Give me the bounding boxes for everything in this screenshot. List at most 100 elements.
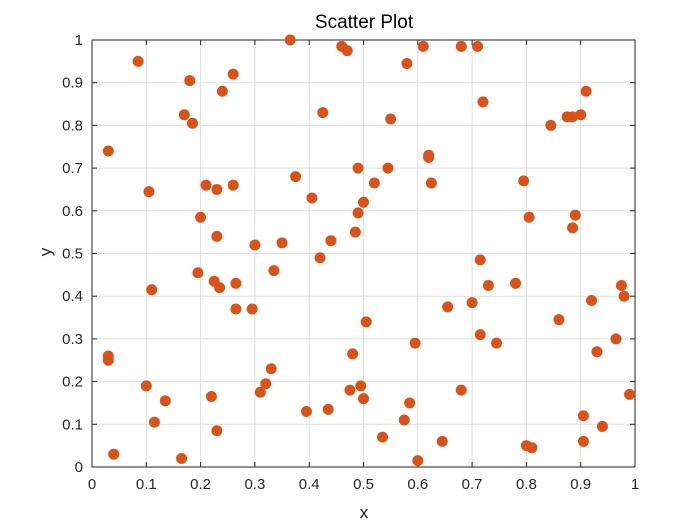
scatter-point	[618, 290, 630, 302]
scatter-point	[108, 448, 120, 460]
y-tick-label: 0.7	[62, 160, 83, 177]
y-tick-label: 0.8	[62, 117, 83, 134]
scatter-point	[377, 431, 389, 443]
y-tick-label: 0.5	[62, 246, 83, 263]
x-tick-label: 1	[631, 476, 639, 493]
scatter-point	[317, 107, 329, 119]
scatter-point	[268, 265, 280, 277]
x-tick-label: 0.8	[516, 476, 537, 493]
scatter-point	[246, 303, 258, 315]
scatter-point	[186, 117, 198, 129]
scatter-point	[523, 211, 535, 223]
scatter-point	[569, 209, 581, 221]
scatter-point	[300, 405, 312, 417]
scatter-point	[102, 145, 114, 157]
scatter-point	[349, 226, 361, 238]
scatter-point	[284, 34, 296, 46]
y-tick-label: 0.4	[62, 288, 83, 305]
scatter-point	[545, 119, 557, 131]
scatter-point	[140, 380, 152, 392]
x-tick-label: 0.5	[353, 476, 374, 493]
scatter-point	[596, 420, 608, 432]
scatter-point	[510, 277, 522, 289]
scatter-point	[472, 40, 484, 52]
scatter-point	[398, 414, 410, 426]
scatter-point	[254, 386, 266, 398]
x-tick-label: 0.3	[244, 476, 265, 493]
y-tick-label: 0.3	[62, 331, 83, 348]
scatter-point	[455, 40, 467, 52]
scatter-point	[553, 314, 565, 326]
x-tick-label: 0.7	[462, 476, 483, 493]
scatter-point	[412, 455, 424, 467]
scatter-point	[526, 442, 538, 454]
scatter-point	[260, 378, 272, 390]
y-tick-label: 0.9	[62, 75, 83, 92]
scatter-point	[577, 410, 589, 422]
scatter-point	[355, 380, 367, 392]
scatter-point	[474, 329, 486, 341]
scatter-point	[575, 109, 587, 121]
scatter-point	[314, 252, 326, 264]
scatter-point	[148, 416, 160, 428]
scatter-point	[474, 254, 486, 266]
scatter-point	[143, 186, 155, 198]
scatter-point	[184, 75, 196, 87]
scatter-point	[477, 96, 489, 108]
scatter-point	[352, 207, 364, 219]
scatter-point	[347, 348, 359, 360]
scatter-point	[425, 177, 437, 189]
scatter-point	[211, 183, 223, 195]
scatter-point	[200, 179, 212, 191]
scatter-point	[423, 151, 435, 163]
scatter-point	[214, 282, 226, 294]
scatter-point	[610, 333, 622, 345]
scatter-point	[455, 384, 467, 396]
scatter-point	[382, 162, 394, 174]
scatter-point	[249, 239, 261, 251]
scatter-point	[159, 395, 171, 407]
scatter-point	[591, 346, 603, 358]
scatter-point	[417, 40, 429, 52]
data-points	[102, 34, 636, 467]
scatter-point	[615, 280, 627, 292]
y-tick-label: 1	[75, 32, 83, 49]
scatter-point	[352, 162, 364, 174]
y-tick-label: 0	[75, 459, 83, 476]
y-tick-label: 0.6	[62, 203, 83, 220]
scatter-point	[577, 435, 589, 447]
x-tick-label: 0.1	[136, 476, 157, 493]
scatter-point	[491, 337, 503, 349]
scatter-point	[358, 393, 369, 405]
scatter-point	[368, 177, 380, 189]
scatter-point	[227, 179, 239, 191]
x-tick-label: 0.6	[407, 476, 428, 493]
scatter-point	[178, 109, 190, 121]
x-tick-label: 0.2	[190, 476, 211, 493]
scatter-point	[518, 175, 530, 187]
scatter-point	[586, 294, 598, 306]
scatter-point	[205, 391, 217, 403]
scatter-point	[624, 388, 636, 400]
scatter-point	[580, 85, 592, 97]
scatter-point	[360, 316, 372, 328]
y-axis-label: y	[36, 247, 55, 256]
scatter-point	[195, 211, 207, 223]
scatter-point	[132, 55, 144, 67]
scatter-point	[567, 222, 579, 234]
scatter-point	[404, 397, 416, 409]
scatter-point	[216, 85, 228, 97]
scatter-point	[344, 384, 356, 396]
y-tick-label: 0.1	[62, 416, 83, 433]
scatter-point	[385, 113, 397, 125]
x-tick-label: 0	[88, 476, 96, 493]
scatter-point	[358, 196, 369, 208]
x-tick-label: 0.4	[299, 476, 320, 493]
scatter-point	[290, 171, 302, 183]
scatter-point	[482, 280, 494, 292]
chart-title: Scatter Plot	[315, 12, 414, 33]
scatter-point	[442, 301, 454, 313]
scatter-point	[146, 284, 158, 296]
scatter-point	[276, 237, 288, 249]
